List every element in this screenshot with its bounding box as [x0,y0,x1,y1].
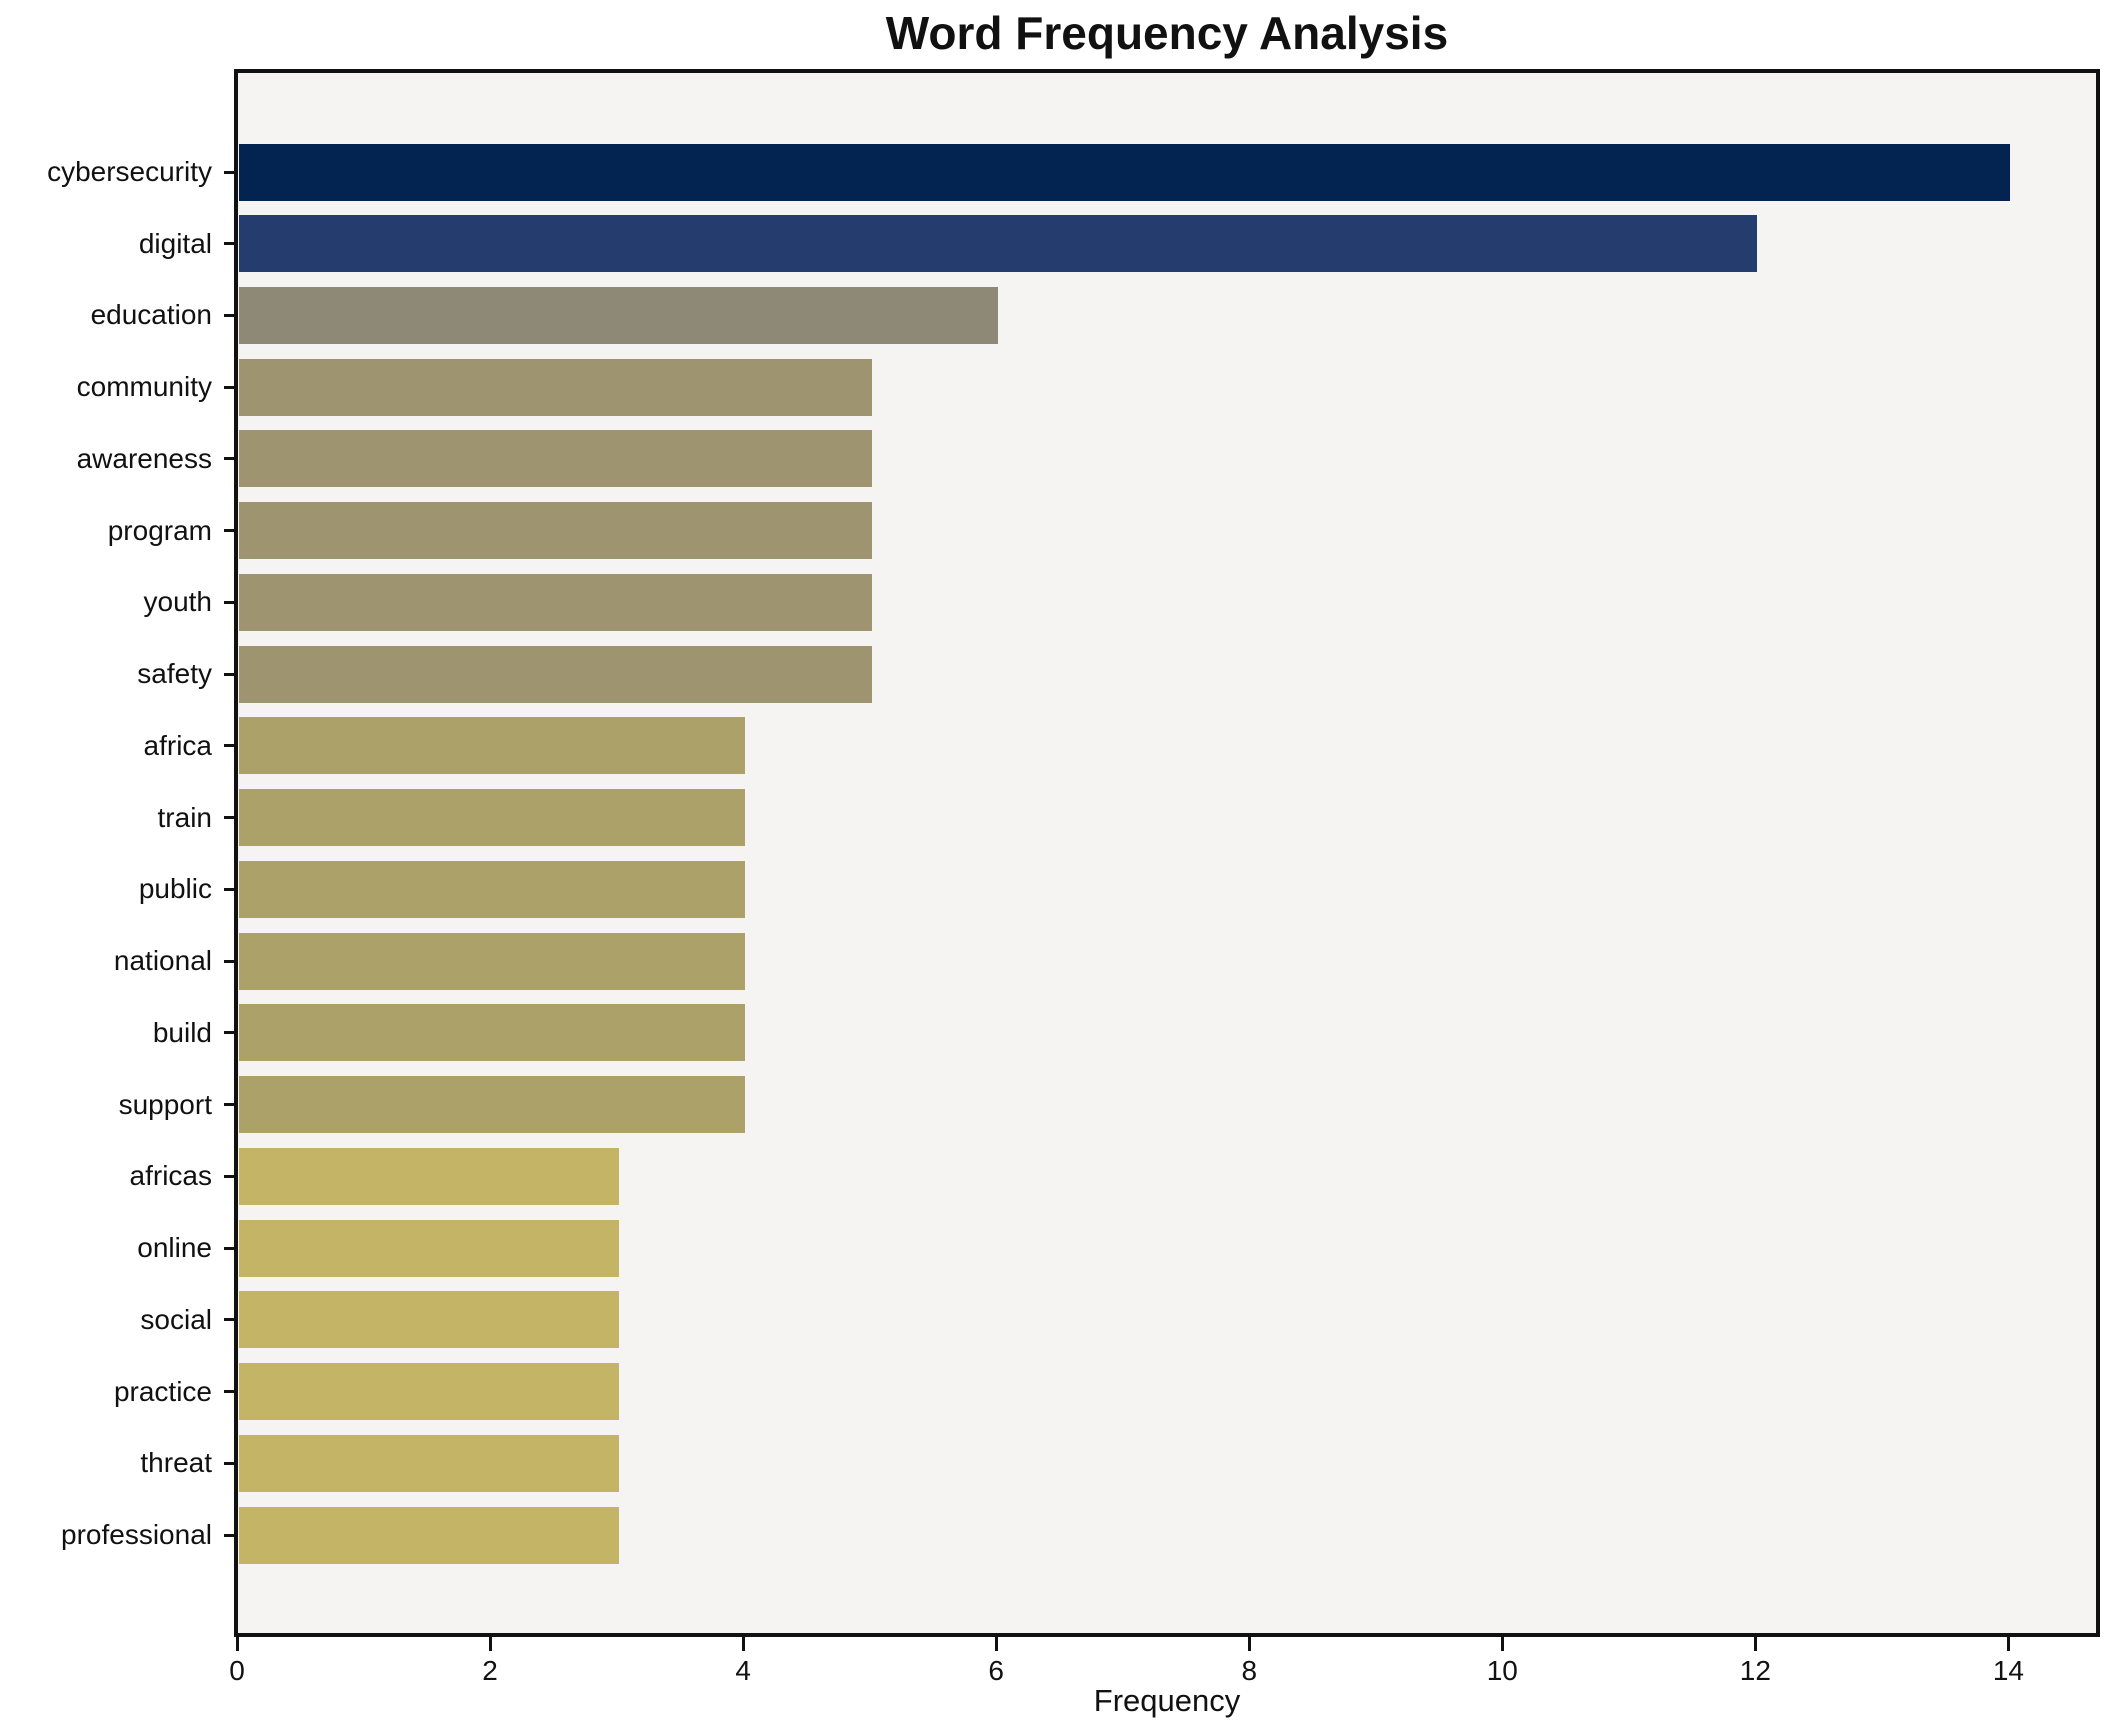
y-tick-label-train: train [157,801,212,833]
y-tick-label-threat: threat [140,1447,212,1479]
y-tick-professional [224,1533,237,1537]
x-axis-label: Frequency [1093,1683,1241,1718]
bar-practice [239,1363,619,1421]
bar-cybersecurity [239,143,2011,201]
x-tick-label-2: 2 [482,1655,498,1686]
y-tick-africas [224,1174,237,1178]
bar-build [239,1004,746,1062]
bar-africa [239,717,746,775]
y-tick-label-education: education [90,299,212,331]
y-tick-label-youth: youth [143,586,213,618]
bar-digital [239,215,1758,273]
bar-education [239,286,999,344]
bar-online [239,1219,619,1277]
bar-social [239,1291,619,1349]
y-tick-digital [224,242,237,246]
bar-awareness [239,430,872,488]
y-tick-label-safety: safety [137,658,212,690]
x-tick-10 [1500,1637,1504,1651]
y-tick-label-awareness: awareness [76,442,212,474]
chart-title: Word Frequency Analysis [885,7,1449,59]
y-tick-community [224,385,237,389]
bar-safety [239,645,872,703]
bar-youth [239,573,872,631]
bar-national [239,932,746,990]
y-tick-train [224,816,237,820]
y-tick-youth [224,600,237,604]
y-tick-label-support: support [118,1088,212,1120]
x-tick-6 [994,1637,998,1651]
y-tick-label-africa: africa [143,729,212,761]
y-tick-awareness [224,457,237,461]
bar-program [239,502,872,560]
x-tick-12 [1753,1637,1757,1651]
x-tick-label-4: 4 [735,1655,751,1686]
y-tick-label-social: social [140,1303,212,1335]
bar-africas [239,1147,619,1205]
x-tick-label-14: 14 [1992,1655,2024,1686]
x-tick-label-8: 8 [1241,1655,1258,1686]
x-tick-4 [741,1637,745,1651]
y-tick-national [224,959,237,963]
y-tick-education [224,313,237,317]
spine-top [234,69,2100,73]
x-tick-2 [488,1637,492,1651]
spine-right [2096,69,2100,1637]
x-tick-label-12: 12 [1739,1655,1771,1686]
x-tick-8 [1247,1637,1251,1651]
bar-public [239,860,746,918]
spine-bottom [234,1633,2100,1637]
y-tick-cybersecurity [224,170,237,174]
y-tick-practice [224,1390,237,1394]
spine-left [234,69,238,1637]
y-tick-label-build: build [152,1016,212,1048]
bar-support [239,1076,746,1134]
bar-train [239,789,746,847]
bar-professional [239,1506,619,1564]
y-tick-label-digital: digital [138,227,212,259]
y-tick-support [224,1103,237,1107]
y-tick-social [224,1318,237,1322]
y-tick-label-online: online [137,1232,212,1264]
x-tick-label-0: 0 [229,1655,245,1686]
y-tick-public [224,887,237,891]
y-tick-label-professional: professional [61,1519,212,1550]
bar-community [239,358,872,416]
y-tick-label-program: program [107,514,212,546]
y-tick-label-community: community [76,371,212,403]
y-tick-label-national: national [113,945,212,977]
y-tick-label-practice: practice [113,1375,212,1407]
y-tick-africa [224,744,237,748]
y-tick-online [224,1246,237,1250]
y-tick-program [224,529,237,533]
x-tick-0 [235,1637,239,1651]
x-tick-14 [2006,1637,2010,1651]
x-tick-label-10: 10 [1486,1655,1518,1686]
bar-threat [239,1434,619,1492]
y-tick-safety [224,672,237,676]
x-tick-label-6: 6 [988,1655,1004,1686]
y-tick-threat [224,1461,237,1465]
y-tick-label-africas: africas [129,1160,212,1192]
y-tick-label-cybersecurity: cybersecurity [47,156,212,187]
y-tick-build [224,1031,237,1035]
y-tick-label-public: public [138,873,212,905]
